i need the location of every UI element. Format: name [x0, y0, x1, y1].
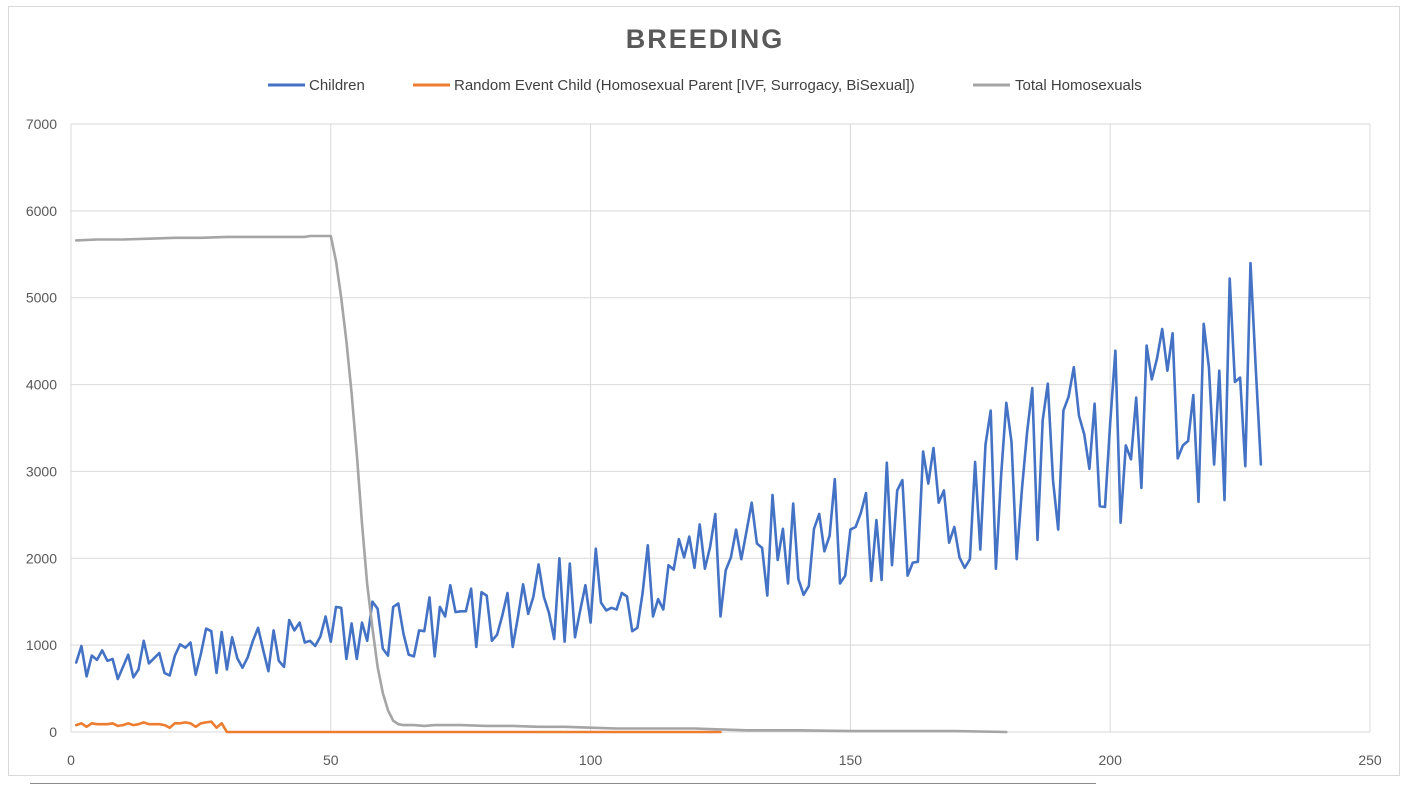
- x-tick-label-100: 100: [579, 752, 603, 768]
- legend-label-total-homosexuals: Total Homosexuals: [1015, 77, 1142, 94]
- random-event-child-line: [74, 720, 722, 734]
- gridlines: [70, 123, 1371, 733]
- x-tick-label-150: 150: [839, 752, 863, 768]
- horizontal-scrollbar[interactable]: [30, 783, 1096, 784]
- legend-label-children: Children: [309, 77, 365, 94]
- y-tick-label-6000: 6000: [26, 203, 57, 219]
- y-axis-tick-labels: 0 1000 2000 3000 4000 5000 6000 7000: [26, 116, 57, 740]
- plot-series: [74, 234, 1263, 734]
- y-tick-label-4000: 4000: [26, 377, 57, 393]
- y-tick-label-3000: 3000: [26, 463, 57, 479]
- y-tick-label-2000: 2000: [26, 550, 57, 566]
- chart-frame: BREEDING Children Random Event Child (Ho…: [8, 6, 1400, 776]
- x-tick-label-200: 200: [1099, 752, 1123, 768]
- chart-title: BREEDING: [626, 24, 785, 54]
- y-tick-label-7000: 7000: [26, 116, 57, 132]
- total-homosexuals-line: [74, 234, 1008, 734]
- y-tick-label-0: 0: [49, 724, 57, 740]
- x-axis-tick-labels: 0 50 100 150 200 250: [67, 752, 1382, 768]
- line-chart: BREEDING Children Random Event Child (Ho…: [26, 24, 1382, 768]
- x-tick-label-50: 50: [323, 752, 339, 768]
- y-tick-label-5000: 5000: [26, 290, 57, 306]
- children-line: [74, 261, 1263, 681]
- legend: Children Random Event Child (Homosexual …: [268, 77, 1142, 94]
- x-tick-label-0: 0: [67, 752, 75, 768]
- y-tick-label-1000: 1000: [26, 637, 57, 653]
- x-tick-label-250: 250: [1358, 752, 1382, 768]
- legend-label-random-event-child: Random Event Child (Homosexual Parent [I…: [454, 77, 915, 94]
